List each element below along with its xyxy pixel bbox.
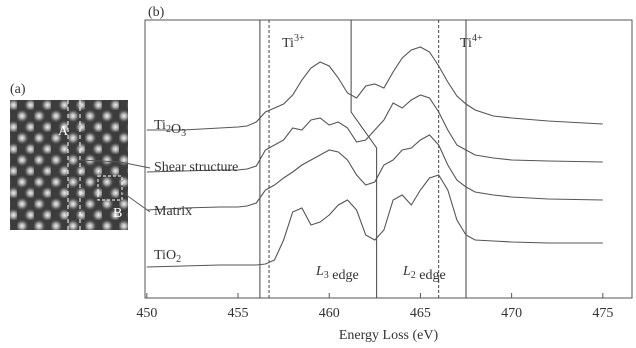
figure: (a) A B (b) Energy Loss (eV) 450 455 460 465 4…: [0, 0, 636, 348]
annotation: Ti4+: [460, 33, 483, 51]
x-tick-label: 475: [592, 306, 613, 321]
marker: A: [58, 124, 69, 139]
panel-label: (a): [10, 82, 26, 97]
series-label: Matrix: [154, 204, 192, 219]
x-tick-label: 450: [136, 306, 157, 321]
annotation: L3 edge: [315, 264, 359, 283]
x-tick-label: 460: [319, 306, 340, 321]
spectrum-line: [147, 47, 603, 130]
lattice-atoms: [10, 100, 128, 230]
panel-label: (b): [148, 5, 165, 20]
annotation: Ti3+: [282, 33, 305, 51]
x-tick-label: 470: [501, 306, 522, 321]
plot-frame: [145, 20, 632, 298]
series-label: Shear structure: [154, 160, 238, 175]
spectrum-line: [147, 175, 603, 267]
panel-b: (b) Energy Loss (eV) 450 455 460 465 470 475 Ti2…: [136, 5, 632, 343]
series-label: Ti2O3: [154, 118, 186, 139]
panel-a: (a) A B: [10, 82, 150, 230]
x-tick-label: 455: [228, 306, 249, 321]
x-tick-label: 465: [410, 306, 431, 321]
marker: B: [113, 206, 122, 221]
guide-line: [351, 20, 377, 298]
series-label: TiO2: [154, 248, 181, 265]
annotation: L2 edge: [402, 264, 446, 283]
x-axis-label: Energy Loss (eV): [339, 328, 439, 343]
